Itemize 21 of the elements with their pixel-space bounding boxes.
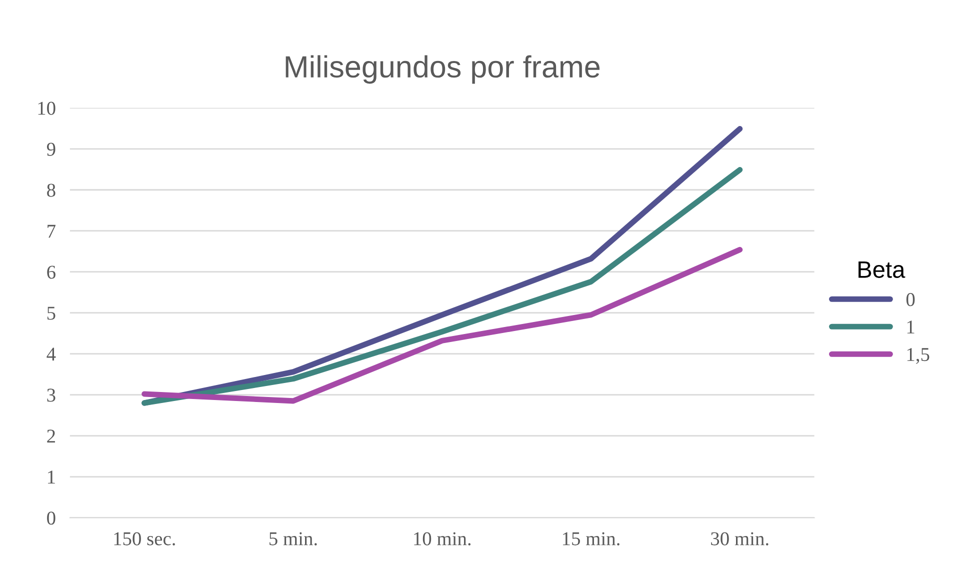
x-tick-label: 30 min. bbox=[711, 532, 768, 546]
y-tick-label: 9 bbox=[46, 142, 56, 156]
y-tick-label: 4 bbox=[46, 348, 56, 361]
y-tick-label: 0 bbox=[47, 512, 56, 525]
y-tick-label: 2 bbox=[47, 430, 55, 443]
legend-title: Beta bbox=[858, 261, 906, 278]
y-tick-label: 3 bbox=[47, 388, 56, 402]
x-tick-label: 15 min. bbox=[562, 532, 620, 546]
x-tick-label: 5 min. bbox=[270, 532, 317, 546]
chart-title: Milisegundos por frame bbox=[286, 55, 600, 84]
legend-label: 0 bbox=[906, 293, 915, 306]
x-tick-label: 10 min. bbox=[414, 532, 471, 546]
x-tick-label: 150 sec. bbox=[114, 532, 175, 546]
y-tick-label: 10 bbox=[38, 102, 56, 115]
y-tick-label: 7 bbox=[48, 224, 56, 238]
legend-label: 1,5 bbox=[907, 348, 930, 364]
y-tick-label: 8 bbox=[47, 184, 56, 197]
legend-label: 1 bbox=[907, 320, 914, 334]
y-tick-label: 6 bbox=[47, 266, 56, 279]
y-tick-label: 5 bbox=[47, 306, 56, 320]
y-tick-label: 1 bbox=[48, 470, 55, 484]
